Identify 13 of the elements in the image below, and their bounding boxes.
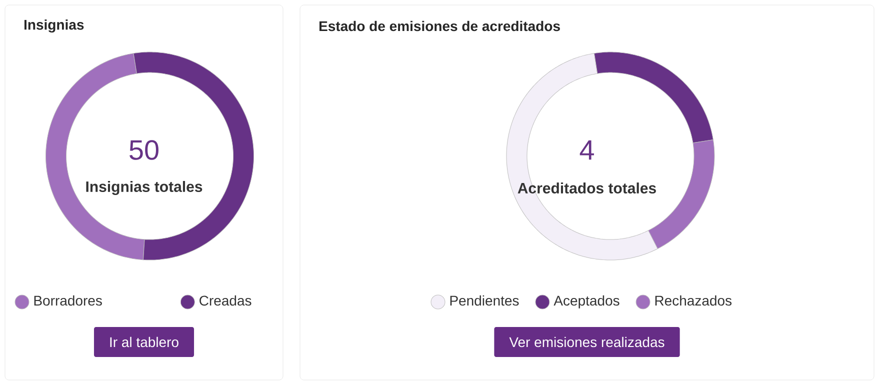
legend-label: Pendientes (450, 295, 519, 306)
legend-label: Rechazados (655, 295, 732, 306)
legend-label: Aceptados (554, 295, 620, 308)
legend-label: Creadas (200, 295, 252, 306)
text: Acreditados totales (518, 182, 656, 194)
legend-label: Borradores (34, 295, 102, 306)
text: Ver emisiones realizadas (509, 336, 664, 348)
text: Ir al tablero (110, 336, 178, 348)
chart-title: Insignias (24, 19, 84, 33)
text: Insignias totales (86, 180, 202, 196)
text: 4 (580, 140, 594, 160)
text: 50 (130, 140, 158, 160)
chart-title: Estado de emisiones de acreditados (319, 20, 560, 32)
